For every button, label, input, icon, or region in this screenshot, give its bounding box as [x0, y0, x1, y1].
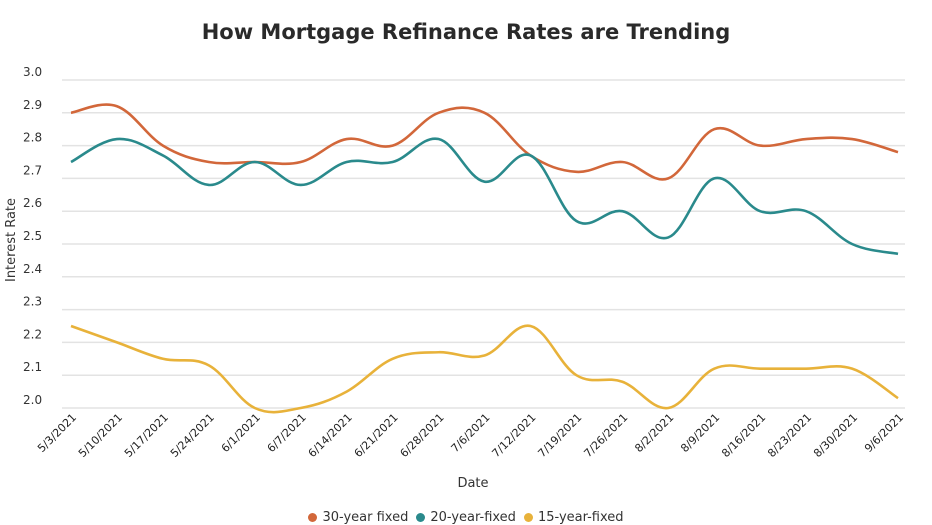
y-tick-label: 2.0: [23, 393, 42, 407]
x-tick-label: 8/9/2021: [678, 411, 722, 455]
legend-label: 30-year fixed: [322, 510, 409, 525]
x-tick-label: 7/12/2021: [489, 411, 538, 460]
x-tick-label: 8/30/2021: [811, 411, 860, 460]
y-tick-label: 2.5: [23, 229, 42, 243]
x-tick-label: 7/26/2021: [581, 411, 630, 460]
y-tick-label: 2.9: [23, 98, 42, 112]
legend-label: 15-year-fixed: [537, 510, 624, 525]
series-line-20-year-fixed: [70, 137, 899, 256]
gridlines: [62, 79, 905, 409]
x-tick-label: 6/14/2021: [306, 411, 355, 460]
series-lines: [70, 103, 899, 414]
y-axis-label: Interest Rate: [4, 198, 19, 282]
x-tick-label: 5/24/2021: [168, 411, 217, 460]
x-tick-label: 6/21/2021: [352, 411, 401, 460]
x-tick-label: 6/7/2021: [265, 411, 309, 455]
x-tick-label: 5/10/2021: [76, 411, 125, 460]
legend-item: 30-year fixed: [308, 510, 408, 525]
legend-dot-icon: [416, 513, 426, 522]
x-tick-label: 5/3/2021: [35, 411, 79, 455]
x-tick-label: 5/17/2021: [122, 411, 171, 460]
y-tick-label: 2.6: [23, 196, 42, 210]
x-tick-label: 7/6/2021: [448, 411, 492, 455]
x-tick-label: 6/1/2021: [219, 411, 263, 455]
y-tick-label: 2.2: [23, 327, 42, 341]
chart-legend: 30-year fixed 20-year-fixed 15-year-fixed: [0, 510, 932, 525]
legend-label: 20-year-fixed: [430, 510, 516, 525]
x-tick-label: 8/16/2021: [719, 411, 768, 460]
x-axis-label: Date: [457, 476, 488, 491]
legend-dot-icon: [523, 513, 533, 522]
legend-dot-icon: [308, 513, 318, 522]
series-line-15-year-fixed: [70, 324, 899, 414]
y-tick-label: 3.0: [23, 65, 42, 79]
x-tick-label: 9/6/2021: [862, 411, 906, 455]
chart-title: How Mortgage Refinance Rates are Trendin…: [201, 20, 731, 44]
y-tick-label: 2.4: [23, 262, 42, 276]
x-tick-label: 8/23/2021: [765, 411, 814, 460]
x-tick-label: 8/2/2021: [632, 411, 676, 455]
legend-item: 15-year-fixed: [523, 510, 624, 525]
y-tick-label: 2.3: [23, 295, 42, 309]
legend-item: 20-year-fixed: [416, 510, 516, 525]
series-line-30-year-fixed: [70, 103, 899, 181]
y-tick-label: 2.1: [23, 360, 42, 374]
y-tick-label: 2.7: [23, 163, 42, 177]
x-tick-label: 6/28/2021: [398, 411, 447, 460]
y-axis-ticks: 3.0 2.9 2.8 2.7 2.6 2.5 2.4 2.3 2.2 2.1 2.0: [23, 65, 42, 407]
y-tick-label: 2.8: [23, 131, 42, 145]
x-tick-label: 7/19/2021: [535, 411, 584, 460]
